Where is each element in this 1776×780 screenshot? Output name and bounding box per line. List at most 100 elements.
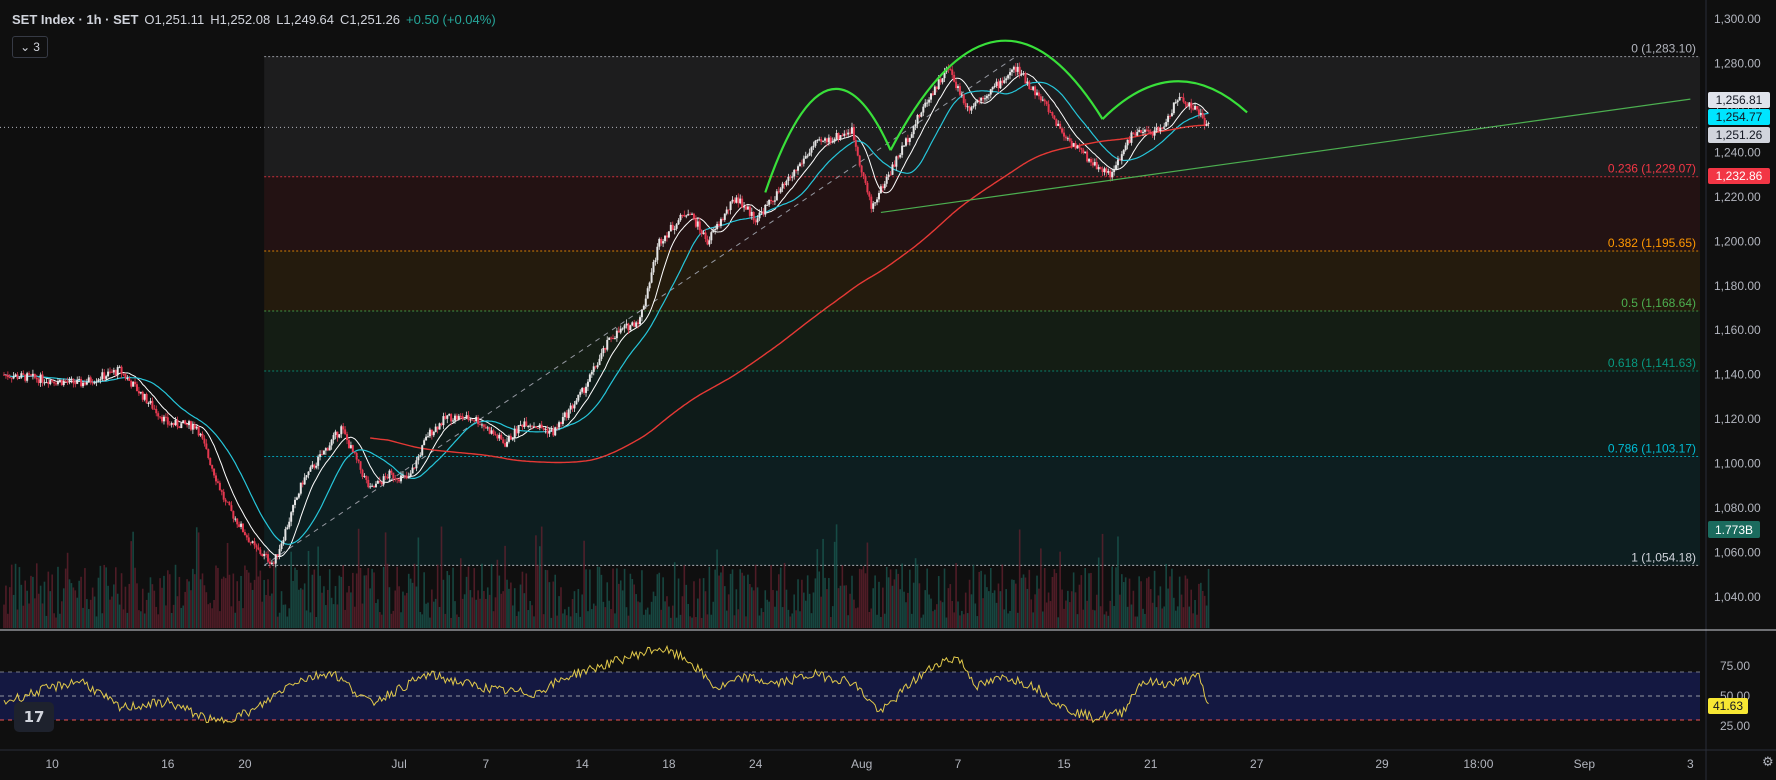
candle-body bbox=[496, 435, 499, 439]
volume-bar bbox=[745, 616, 747, 628]
fib-zone bbox=[264, 371, 1700, 457]
candle-body bbox=[608, 337, 611, 340]
volume-bar bbox=[230, 606, 233, 628]
volume-bar bbox=[1155, 607, 1158, 628]
candle-body bbox=[482, 424, 485, 427]
candle-body bbox=[943, 71, 946, 79]
volume-bar bbox=[512, 605, 514, 628]
volume-bar bbox=[774, 606, 776, 628]
candle-body bbox=[87, 377, 90, 383]
volume-bar bbox=[955, 563, 957, 628]
tradingview-logo-icon[interactable]: 17 bbox=[14, 702, 54, 732]
drawing-tools[interactable] bbox=[764, 39, 1691, 214]
candle-body bbox=[955, 81, 958, 89]
volume-bar bbox=[467, 566, 470, 628]
candle-body bbox=[1199, 112, 1202, 115]
candle-body bbox=[716, 224, 719, 230]
volume-bar bbox=[122, 609, 125, 628]
volume-bar bbox=[213, 599, 215, 628]
volume-bar bbox=[1028, 569, 1031, 628]
volume-bar bbox=[57, 566, 59, 628]
candle-body bbox=[1182, 97, 1185, 102]
candle-body bbox=[546, 428, 549, 434]
volume-bar bbox=[249, 582, 252, 628]
fibonacci-retracement[interactable]: 0 (1,283.10) 0.236 (1,229.07) 0.382 (1,195… bbox=[263, 42, 1700, 566]
volume-bar bbox=[560, 587, 562, 628]
candle-body bbox=[99, 379, 102, 381]
volume-bar bbox=[891, 585, 894, 628]
volume-bar bbox=[658, 572, 661, 628]
candle-body bbox=[1051, 112, 1054, 116]
candle-body bbox=[184, 420, 187, 424]
candle-body bbox=[151, 400, 154, 409]
volume-bar bbox=[352, 572, 354, 628]
symbol-legend: SET Index · 1h · SET O1,251.11 H1,252.08… bbox=[12, 12, 496, 27]
gear-icon[interactable]: ⚙ bbox=[1762, 754, 1774, 769]
price-tick-label: 1,200.00 bbox=[1714, 234, 1761, 248]
volume-bar bbox=[847, 615, 849, 628]
candle-body bbox=[1041, 99, 1044, 101]
candle-body bbox=[937, 79, 940, 89]
volume-bar bbox=[380, 614, 383, 628]
volume-bar bbox=[301, 589, 304, 628]
volume-bar bbox=[321, 592, 323, 628]
candle-body bbox=[671, 224, 674, 230]
volume-bar bbox=[1005, 589, 1007, 628]
volume-bar bbox=[594, 605, 597, 628]
time-tick-label: 27 bbox=[1250, 757, 1264, 771]
candle-body bbox=[515, 428, 518, 434]
candle-body bbox=[656, 246, 659, 261]
volume-bar bbox=[1036, 575, 1038, 628]
volume-bar bbox=[413, 563, 416, 628]
volume-bar bbox=[165, 605, 167, 628]
indicators-toggle-button[interactable]: ⌄ 3 bbox=[12, 36, 48, 58]
candle-body bbox=[10, 377, 13, 379]
volume-bar bbox=[930, 598, 932, 628]
volume-bar bbox=[1099, 606, 1102, 628]
volume-bar bbox=[795, 610, 797, 628]
candle-body bbox=[754, 220, 757, 223]
volume-bar bbox=[86, 599, 88, 628]
candle-body bbox=[427, 436, 429, 438]
candle-body bbox=[14, 374, 17, 377]
volume-bar bbox=[882, 587, 884, 628]
volume-bar bbox=[1142, 608, 1144, 628]
candle-body bbox=[1167, 115, 1170, 122]
volume-bar bbox=[1094, 610, 1096, 628]
candle-body bbox=[922, 106, 925, 113]
candle-body bbox=[1149, 131, 1152, 133]
candle-body bbox=[710, 232, 713, 241]
volume-bar bbox=[97, 577, 100, 628]
candle-body bbox=[810, 147, 813, 153]
volume-bar bbox=[319, 575, 321, 628]
candle-body bbox=[1010, 69, 1013, 73]
volume-bar bbox=[199, 579, 202, 628]
volume-bar bbox=[762, 612, 765, 628]
candle-body bbox=[41, 374, 44, 383]
volume-bar bbox=[61, 601, 63, 628]
candle-body bbox=[639, 317, 641, 325]
candle-body bbox=[191, 424, 194, 430]
time-tick-label: 3 bbox=[1687, 757, 1694, 771]
candle-body bbox=[436, 426, 439, 430]
volume-bar bbox=[833, 541, 836, 628]
candle-body bbox=[346, 434, 349, 441]
candle-body bbox=[723, 213, 726, 220]
volume-bar bbox=[972, 564, 975, 628]
candle-body bbox=[843, 133, 846, 136]
volume-bar bbox=[5, 585, 7, 628]
volume-bar bbox=[598, 567, 601, 628]
candle-body bbox=[870, 196, 873, 209]
volume-bar bbox=[1067, 590, 1069, 628]
candle-body bbox=[1022, 73, 1025, 75]
candle-body bbox=[24, 374, 27, 381]
volume-bar bbox=[384, 532, 387, 628]
candle-body bbox=[675, 224, 678, 229]
candle-body bbox=[188, 421, 191, 426]
symbol-title[interactable]: SET Index · 1h · SET bbox=[12, 12, 139, 27]
candle-body bbox=[234, 518, 237, 520]
candle-body bbox=[745, 206, 747, 210]
volume-bar bbox=[340, 576, 343, 628]
volume-bar bbox=[939, 600, 942, 628]
